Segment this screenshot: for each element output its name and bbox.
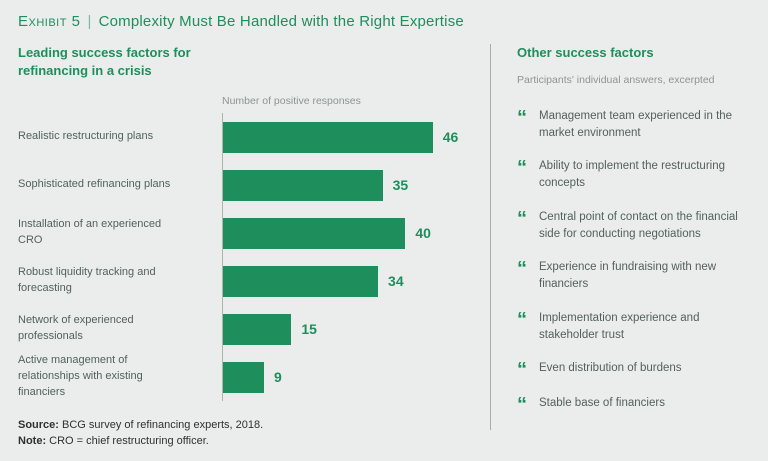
note-label: Note: xyxy=(18,435,47,448)
quote-item: “ Central point of contact on the financi… xyxy=(517,209,752,244)
bar-track: 35 xyxy=(222,161,490,210)
footer: Source: BCG survey of refinancing expert… xyxy=(18,418,263,450)
quote-icon: “ xyxy=(517,157,527,180)
quote-icon: “ xyxy=(517,106,527,129)
quote-item: “ Experience in fundraising with new fina… xyxy=(517,259,752,294)
bar-track: 40 xyxy=(222,209,490,258)
bar-category-label: Robust liquidity tracking and forecastin… xyxy=(18,266,156,295)
chart-row: Active management of relationships with … xyxy=(18,353,490,402)
quote-list: “ Management team experienced in the mark… xyxy=(517,108,752,415)
source-line: Source: BCG survey of refinancing expert… xyxy=(18,418,263,434)
quote-text: Ability to implement the restructuring c… xyxy=(539,160,725,190)
bar xyxy=(223,121,433,153)
chart-row: Installation of an experienced CRO 40 xyxy=(18,209,490,258)
bar xyxy=(223,169,383,201)
exhibit-number: Exhibit 5 xyxy=(18,13,81,30)
quote-item: “ Ability to implement the restructuring … xyxy=(517,158,752,193)
chart-axis-label: Number of positive responses xyxy=(222,95,361,108)
quote-item: “ Stable base of financiers xyxy=(517,394,752,417)
quote-icon: “ xyxy=(517,258,527,281)
title-separator: | xyxy=(87,13,92,30)
bar-category-label: Installation of an experienced CRO xyxy=(18,218,162,247)
note-text: CRO = chief restructuring officer. xyxy=(46,435,209,448)
page-title: Exhibit 5 | Complexity Must Be Handled wit… xyxy=(18,13,750,30)
bar xyxy=(223,361,265,393)
chart-row: Realistic restructuring plans 46 xyxy=(18,113,490,162)
quote-item: “ Implementation experience and stakehold… xyxy=(517,310,752,345)
chart-row: Sophisticated refinancing plans 35 xyxy=(18,161,490,210)
title-text: Complexity Must Be Handled with the Righ… xyxy=(98,13,464,30)
quote-text: Even distribution of burdens xyxy=(539,362,682,375)
bar-value-label: 15 xyxy=(301,321,317,338)
quote-icon: “ xyxy=(517,207,527,230)
quote-text: Experience in fundraising with new finan… xyxy=(539,261,717,291)
other-factors-section: Other success factors Participants' indi… xyxy=(490,44,752,431)
chart-rows: Realistic restructuring plans 46 Sophistic… xyxy=(18,113,490,402)
bar-value-label: 34 xyxy=(388,273,404,290)
exhibit-header: Exhibit 5 | Complexity Must Be Handled wit… xyxy=(0,0,768,30)
bar-category-label: Active management of relationships with … xyxy=(18,354,143,399)
bar xyxy=(223,265,379,297)
bar-value-label: 9 xyxy=(274,369,282,386)
quote-item: “ Management team experienced in the mark… xyxy=(517,108,752,143)
chart-row: Network of experienced professionals 15 xyxy=(18,305,490,354)
quote-text: Management team experienced in the marke… xyxy=(539,109,733,139)
chart-row: Robust liquidity tracking and forecastin… xyxy=(18,257,490,306)
bar-track: 46 xyxy=(222,113,490,162)
note-line: Note: CRO = chief restructuring officer. xyxy=(18,434,263,450)
quote-item: “ Even distribution of burdens xyxy=(517,359,752,382)
chart-section: Leading success factors for refinancing … xyxy=(18,44,490,430)
bar-track: 9 xyxy=(222,353,490,402)
bar-track: 15 xyxy=(222,305,490,354)
quote-text: Stable base of financiers xyxy=(539,397,665,410)
quote-icon: “ xyxy=(517,359,527,382)
bar xyxy=(223,313,292,345)
bar-value-label: 46 xyxy=(442,129,459,146)
bar xyxy=(223,217,406,249)
source-label: Source: xyxy=(18,419,59,432)
bar-value-label: 40 xyxy=(415,225,431,242)
bar-category-label: Realistic restructuring plans xyxy=(18,130,154,143)
bar-category-label: Network of experienced professionals xyxy=(18,314,134,343)
other-factors-subtitle: Participants' individual answers, excerp… xyxy=(517,73,715,86)
main-content: Leading success factors for refinancing … xyxy=(0,30,768,431)
bar-track: 34 xyxy=(222,257,490,306)
bar-category-label: Sophisticated refinancing plans xyxy=(18,178,171,191)
quote-text: Central point of contact on the financia… xyxy=(539,210,738,240)
quote-icon: “ xyxy=(517,308,527,331)
bar-value-label: 35 xyxy=(392,177,409,194)
quote-text: Implementation experience and stakeholde… xyxy=(539,311,700,341)
other-factors-heading: Other success factors xyxy=(517,45,654,60)
quote-icon: “ xyxy=(517,394,527,417)
chart-heading: Leading success factors for refinancing … xyxy=(18,45,191,78)
source-text: BCG survey of refinancing experts, 2018. xyxy=(58,419,264,432)
